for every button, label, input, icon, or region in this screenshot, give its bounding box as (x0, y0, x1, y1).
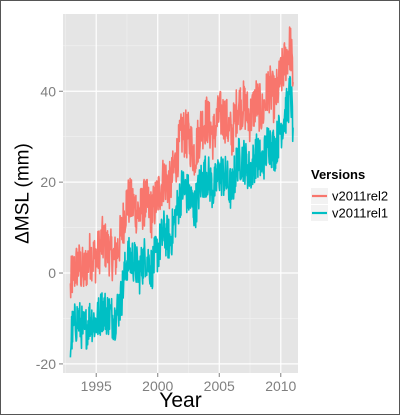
legend-title: Versions (311, 167, 365, 182)
series-line-v2011rel1 (69, 75, 294, 358)
series-line-v2011rel2 (69, 26, 294, 299)
y-tick-label: -20 (36, 356, 56, 372)
legend: Versions v2011rel2 v2011rel1 (311, 167, 388, 221)
y-tick-label: 20 (40, 174, 56, 190)
x-axis-title: Year (159, 389, 201, 412)
x-tick-label: 2010 (265, 378, 296, 394)
series-layer (69, 26, 294, 358)
y-tick-label: 40 (40, 83, 56, 99)
x-tick-label: 2000 (142, 378, 173, 394)
x-tick-label: 2005 (204, 378, 235, 394)
axis-ticks: 1995 2000 2005 2010 -20 0 20 40 (36, 83, 297, 394)
y-axis-title: ΔMSL (mm) (13, 143, 34, 244)
legend-label: v2011rel1 (332, 206, 388, 221)
x-tick-label: 1995 (81, 378, 112, 394)
y-tick-label: 0 (48, 265, 56, 281)
legend-label: v2011rel2 (332, 189, 388, 204)
